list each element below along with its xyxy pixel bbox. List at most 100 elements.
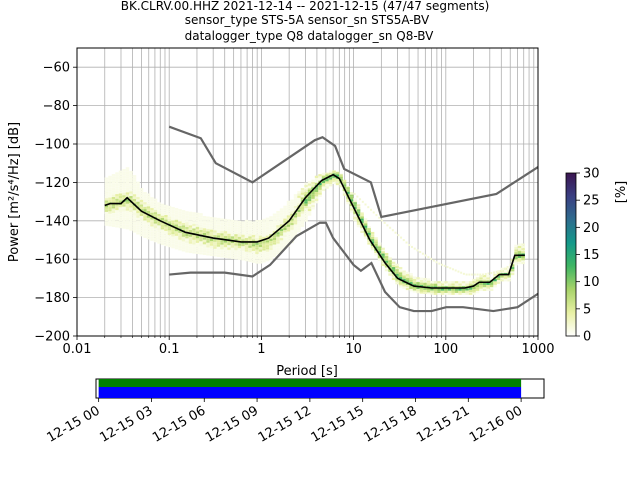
density-cell: [108, 209, 112, 212]
density-cell: [416, 286, 420, 289]
density-cell: [188, 241, 193, 244]
density-cell: [160, 224, 165, 228]
density-cell: [227, 236, 231, 239]
density-cell: [181, 249, 186, 252]
density-cell: [361, 200, 364, 203]
density-cell: [230, 256, 235, 259]
density-cell: [304, 184, 308, 188]
density-cell: [258, 249, 263, 252]
density-cell: [500, 275, 504, 278]
density-cell: [230, 219, 235, 223]
density-cell: [473, 273, 476, 276]
density-cell: [321, 186, 326, 189]
density-cell: [318, 176, 322, 179]
density-cell: [405, 287, 410, 291]
density-cell: [153, 228, 158, 231]
density-cell: [150, 238, 154, 241]
density-cell: [125, 222, 130, 225]
density-cell: [444, 283, 448, 286]
density-cell: [125, 206, 130, 209]
density-cell: [139, 188, 144, 191]
density-cell: [174, 207, 179, 211]
density-cell: [230, 229, 235, 232]
density-cell: [122, 185, 126, 188]
density-cell: [395, 278, 399, 281]
density-cell: [437, 290, 441, 293]
density-cell: [391, 264, 396, 267]
density-cell: [276, 225, 280, 228]
density-cell: [115, 211, 119, 214]
timeline-tick-label: 12-15 06: [150, 403, 208, 445]
density-cell: [360, 212, 364, 215]
density-cell: [290, 206, 294, 209]
density-cell: [220, 222, 224, 226]
density-cell: [507, 276, 511, 280]
density-cell: [129, 187, 133, 190]
density-cell: [346, 189, 350, 192]
x-tick-label: 0.1: [159, 342, 180, 357]
density-cell: [192, 214, 196, 217]
density-cell: [454, 283, 459, 286]
density-cell: [262, 225, 266, 228]
density-cell: [475, 287, 480, 290]
density-cell: [206, 246, 210, 249]
density-cell: [167, 228, 172, 231]
density-cell: [216, 252, 221, 255]
density-cell: [227, 233, 231, 236]
density-cell: [290, 208, 294, 211]
density-cell: [202, 244, 207, 247]
density-cell: [216, 233, 221, 236]
density-cell: [318, 194, 322, 198]
density-cell: [115, 174, 119, 177]
density-cell: [181, 219, 186, 222]
density-cell: [223, 228, 228, 231]
density-cell: [435, 261, 438, 264]
density-cell: [258, 261, 263, 264]
density-cell: [307, 183, 312, 186]
density-cell: [108, 194, 112, 197]
density-cell: [143, 192, 147, 195]
density-cell: [510, 270, 515, 273]
density-cell: [118, 193, 123, 196]
density-cell: [503, 270, 508, 273]
density-cell: [206, 233, 210, 236]
density-cell: [346, 190, 350, 193]
density-cell: [307, 188, 312, 191]
density-cell: [269, 218, 273, 221]
density-cell: [332, 179, 336, 182]
colorbar-tick-label: 20: [583, 221, 600, 236]
density-cell: [377, 246, 382, 249]
density-cell: [409, 286, 413, 289]
density-cell: [129, 219, 133, 222]
density-cell: [311, 207, 315, 210]
density-cell: [430, 257, 433, 260]
density-cell: [160, 231, 165, 234]
density-cell: [286, 231, 291, 234]
density-cell: [108, 182, 112, 185]
density-cell: [248, 229, 252, 233]
density-cell: [139, 194, 144, 198]
density-cell: [244, 247, 249, 250]
density-cell: [251, 246, 256, 249]
density-cell: [174, 224, 179, 227]
density-cell: [381, 255, 385, 259]
density-cell: [108, 201, 112, 204]
density-cell: [213, 219, 217, 222]
density-cell: [118, 191, 123, 194]
density-cell: [510, 264, 515, 267]
density-cell: [402, 270, 406, 273]
density-cell: [188, 250, 193, 254]
density-cell: [279, 233, 284, 236]
density-cell: [167, 245, 172, 248]
coverage-bar-available: [98, 379, 522, 387]
density-cell: [272, 218, 277, 221]
density-cell: [209, 243, 214, 246]
density-cell: [286, 232, 291, 236]
density-cell: [241, 243, 245, 247]
nlnm-curve: [169, 221, 539, 313]
density-cell: [370, 248, 375, 251]
density-cell: [195, 242, 200, 246]
density-cell: [192, 235, 196, 238]
density-cell: [314, 178, 319, 181]
density-cell: [332, 177, 336, 181]
